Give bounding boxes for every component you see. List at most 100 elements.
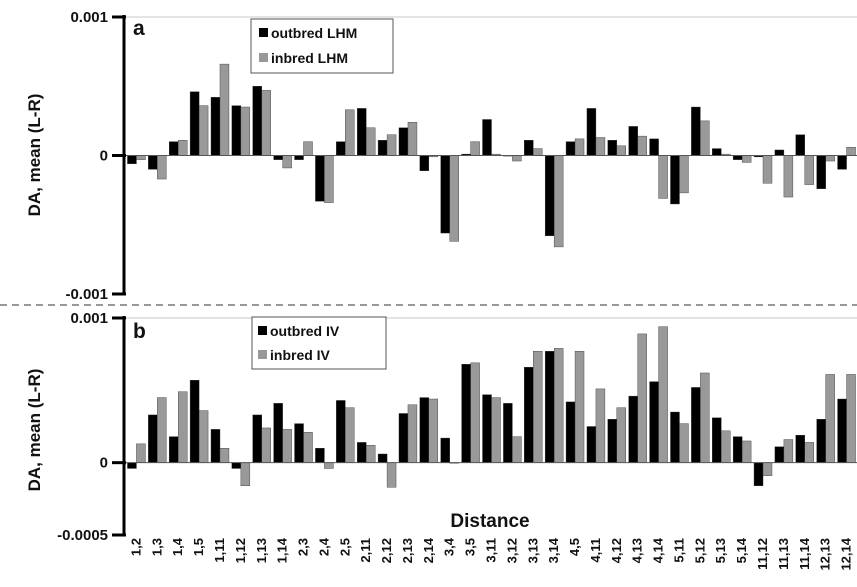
x-category-label: 2,13: [400, 538, 415, 563]
bar-outbred-1-11: [210, 97, 221, 156]
bar-outbred-11-14: [795, 434, 805, 463]
bar-outbred-2-13: [398, 127, 409, 156]
bar-outbred-4-11: [586, 108, 597, 156]
bar-outbred-1-2: [127, 462, 137, 469]
bar-outbred-5-13: [712, 148, 722, 156]
bar-outbred-3-11: [482, 394, 492, 463]
bar-inbred-11-14: [804, 442, 814, 463]
legend-label-outbred-iv: outbred IV: [270, 323, 340, 339]
bar-inbred-1-12: [240, 462, 251, 487]
x-category-label: 2,11: [358, 538, 373, 563]
bar-inbred-3-11: [491, 397, 501, 463]
bar-outbred-1-12: [231, 462, 242, 469]
x-category-label: 3,12: [504, 538, 519, 563]
bar-outbred-3-12: [503, 403, 513, 463]
bar-outbred-1-13: [252, 414, 262, 463]
x-category-label: 5,14: [734, 537, 749, 563]
bar-outbred-1-2: [127, 155, 137, 165]
bar-inbred-2-3: [303, 141, 313, 156]
bar-inbred-3-5: [470, 141, 480, 156]
bar-outbred-1-13: [252, 86, 262, 156]
bar-inbred-2-4: [324, 155, 334, 203]
bar-inbred-1-11: [219, 63, 230, 156]
x-category-label: 2,3: [296, 538, 311, 556]
bar-outbred-5-14: [732, 155, 743, 160]
bar-inbred-1-5: [198, 105, 209, 156]
panel-b: -0.0005 0 0.001 DA, mean (L-R) b outbred I…: [25, 310, 857, 571]
bar-inbred-1-14: [282, 429, 292, 463]
panel-a-y-axis-label: DA, mean (L-R): [25, 94, 44, 217]
x-category-label: 4,12: [609, 538, 624, 563]
panel-b-bars: [124, 326, 857, 488]
bar-outbred-2-4: [315, 448, 325, 463]
x-category-label: 4,14: [651, 537, 666, 563]
panel-a-bars: [124, 63, 857, 248]
bar-outbred-5-11: [670, 155, 680, 205]
bar-outbred-2-3: [294, 155, 304, 160]
bar-inbred-2-3: [303, 432, 313, 463]
bar-outbred-2-14: [419, 155, 430, 171]
x-category-label: 1,2: [128, 538, 143, 556]
bar-outbred-12-14: [837, 398, 847, 463]
bar-inbred-1-13: [261, 427, 271, 463]
x-category-label: 1,3: [149, 538, 164, 556]
bar-outbred-11-13: [774, 446, 785, 463]
legend-swatch-inbred-lhm: [259, 53, 268, 62]
bar-inbred-1-5: [198, 410, 209, 463]
bar-inbred-11-13: [783, 439, 794, 463]
x-category-label: 3,5: [463, 538, 478, 556]
bar-outbred-1-11: [210, 429, 221, 463]
y-tick-label: 0: [100, 148, 108, 165]
bar-inbred-1-3: [157, 397, 167, 463]
bar-inbred-12-14: [846, 374, 856, 463]
panel-a-y-ticks: -0.001 0 0.001: [65, 9, 126, 303]
panel-b-legend: outbred IV inbred IV: [251, 316, 387, 370]
bar-inbred-3-14: [553, 155, 564, 248]
bar-outbred-2-3: [294, 423, 304, 463]
bar-outbred-3-4: [440, 155, 450, 234]
bar-inbred-4-14: [658, 326, 668, 463]
bar-outbred-3-4: [440, 437, 450, 463]
bar-inbred-1-13: [261, 90, 271, 156]
bar-inbred-5-12: [700, 372, 710, 463]
bar-inbred-3-14: [553, 348, 564, 463]
bar-outbred-4-14: [649, 138, 659, 156]
bar-outbred-1-3: [148, 155, 158, 170]
bar-outbred-2-11: [357, 108, 367, 156]
bar-outbred-2-12: [377, 453, 388, 463]
x-category-label: 1,14: [275, 537, 290, 563]
bar-inbred-1-2: [136, 443, 146, 463]
bar-inbred-11-13: [783, 155, 794, 198]
y-tick-label: -0.001: [65, 286, 108, 303]
bar-inbred-12-13: [825, 155, 835, 162]
x-category-label: 3,14: [546, 537, 561, 563]
bar-inbred-11-14: [804, 155, 814, 185]
bar-inbred-1-2: [136, 155, 146, 160]
bar-outbred-2-11: [357, 442, 367, 463]
bar-inbred-3-13: [533, 148, 543, 156]
bar-outbred-1-5: [189, 380, 200, 463]
bar-outbred-3-14: [544, 155, 555, 237]
bar-outbred-5-11: [670, 411, 680, 463]
legend-swatch-outbred-lhm: [259, 28, 268, 37]
bar-outbred-2-4: [315, 155, 325, 202]
bar-outbred-2-5: [336, 141, 346, 156]
bar-inbred-3-4: [449, 155, 459, 242]
bar-outbred-3-14: [544, 351, 555, 463]
x-axis-title: Distance: [450, 511, 529, 532]
panel-a-legend: outbred LHM inbred LHM: [250, 18, 394, 74]
bar-inbred-2-5: [345, 407, 355, 463]
bar-inbred-2-13: [407, 404, 418, 463]
bar-inbred-4-13: [637, 333, 647, 463]
legend-label-outbred-lhm: outbred LHM: [271, 25, 357, 41]
x-category-label: 12,13: [818, 538, 833, 571]
x-category-label: 11,14: [797, 537, 812, 570]
bar-inbred-2-12: [386, 134, 397, 156]
x-category-label: 11,13: [776, 538, 791, 570]
bar-inbred-2-14: [428, 398, 439, 463]
bar-outbred-5-13: [712, 417, 722, 463]
bar-inbred-4-14: [658, 155, 668, 199]
panel-a: -0.001 0 0.001 DA, mean (L-R) a outbred LH…: [25, 9, 857, 303]
bar-inbred-2-11: [365, 127, 376, 156]
legend-label-inbred-lhm: inbred LHM: [271, 50, 348, 66]
